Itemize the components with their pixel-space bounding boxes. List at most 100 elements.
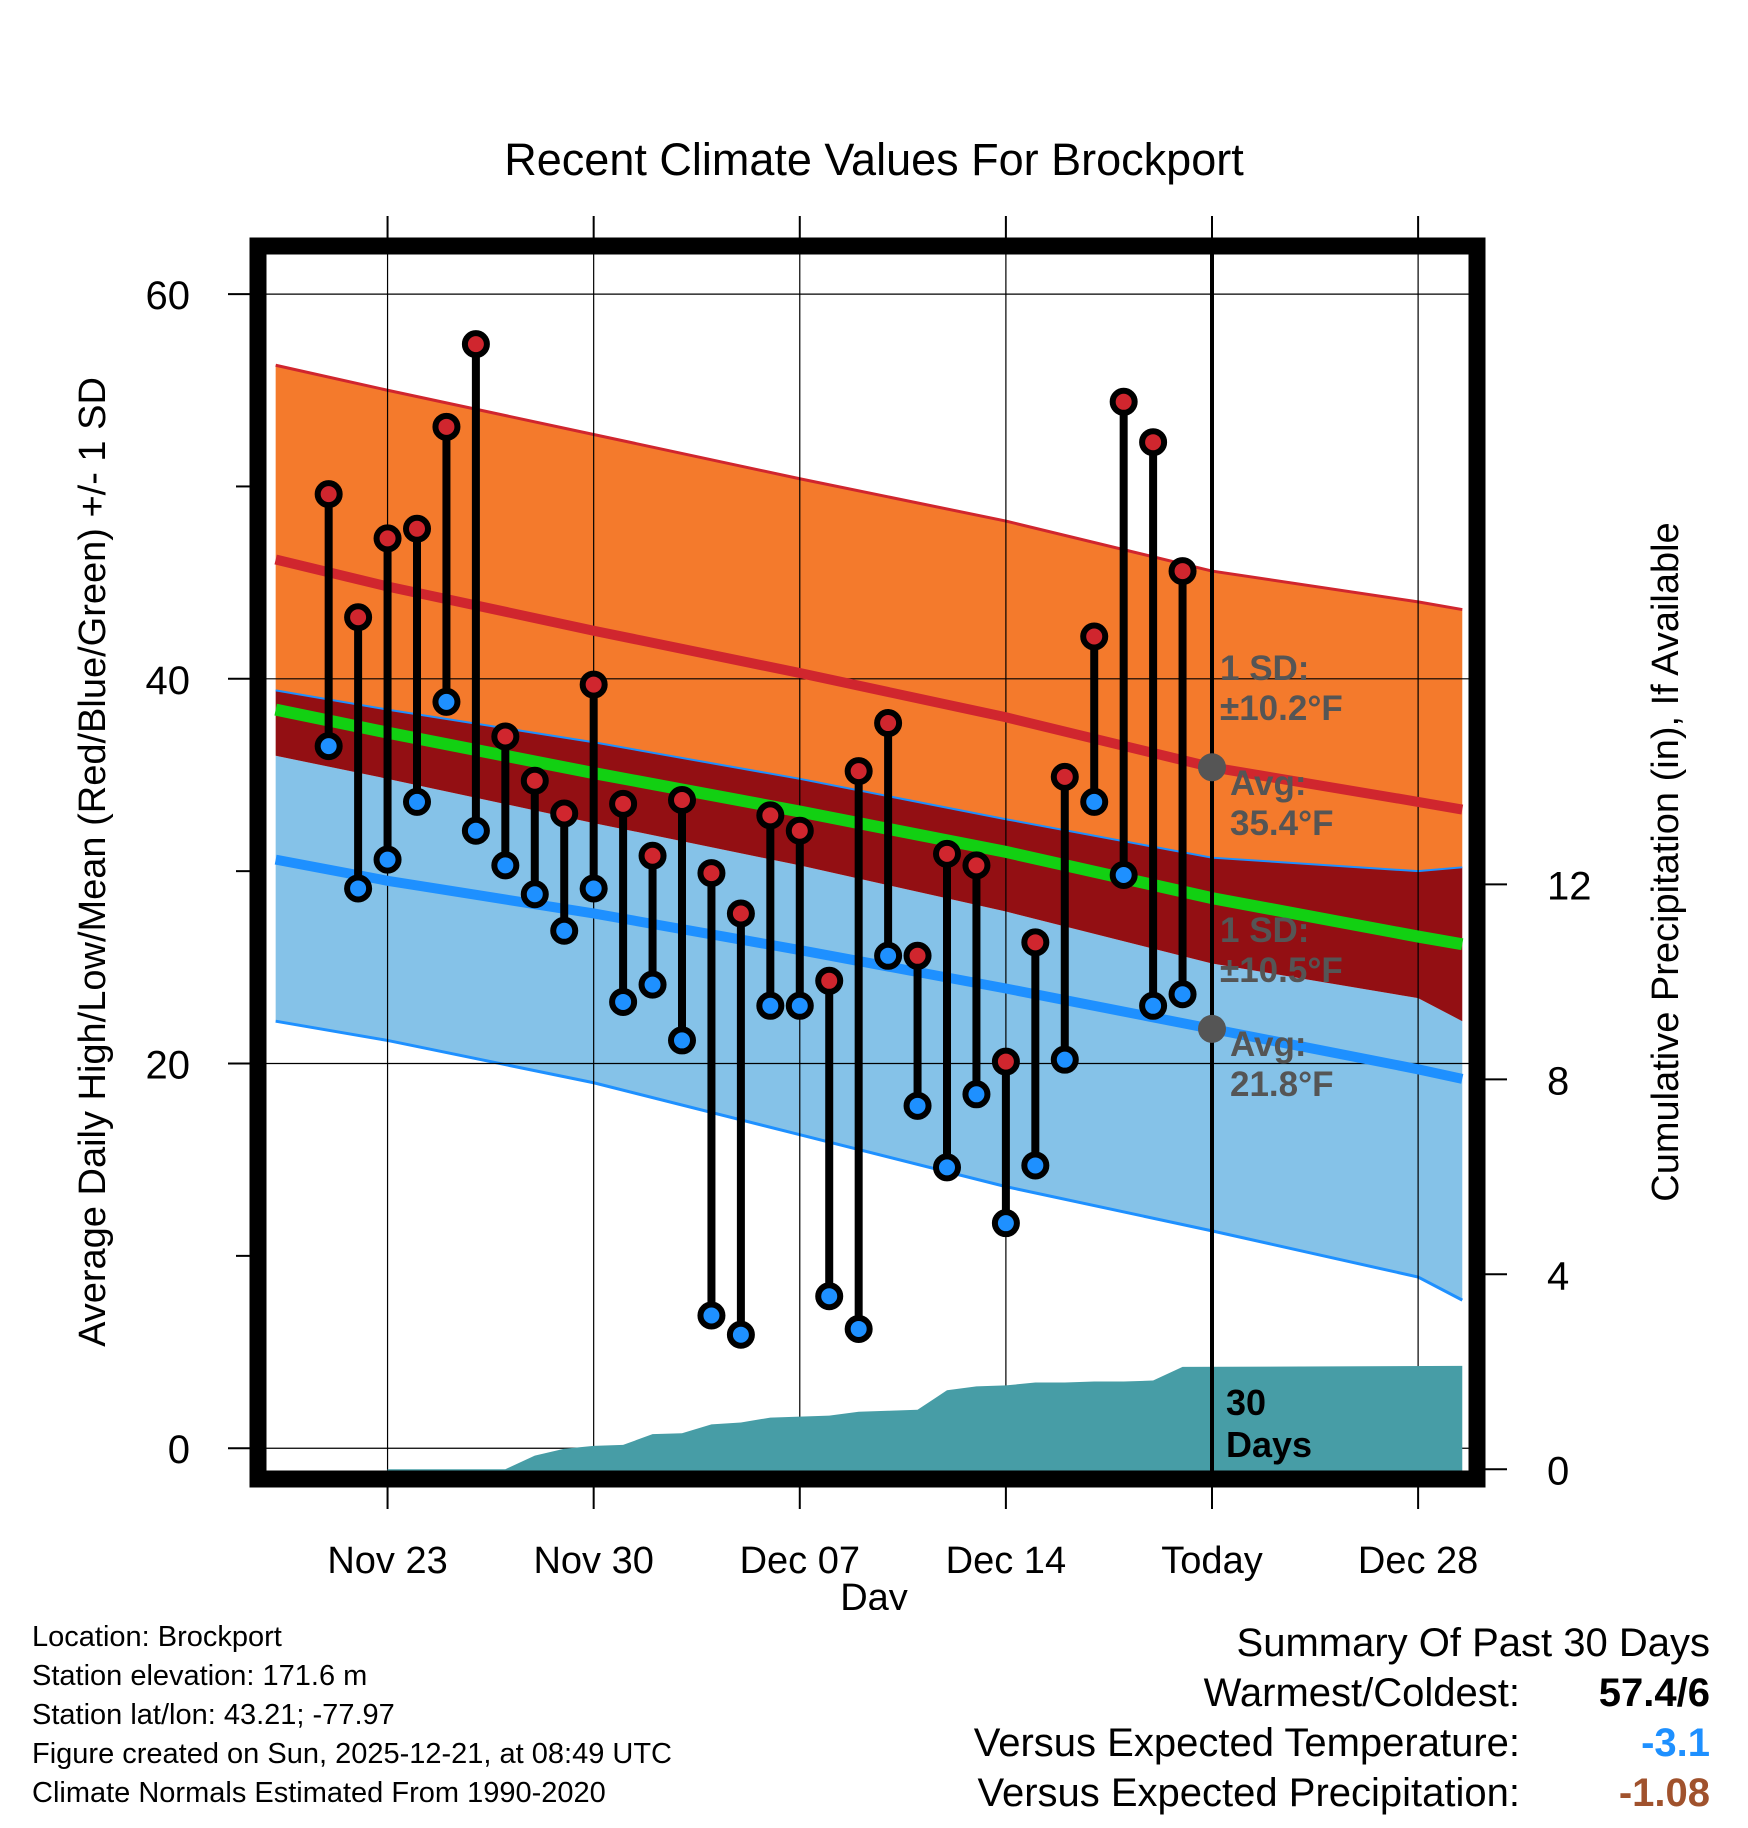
warm-cold-label: Warmest/Coldest: (1203, 1671, 1520, 1715)
x-axis-label: Day (840, 1577, 908, 1610)
daily-low-point (874, 941, 903, 970)
temp-label: Versus Expected Temperature: (973, 1721, 1520, 1765)
low-avg-marker (1198, 1014, 1226, 1043)
precip-days-label: 30 Days (1226, 1382, 1312, 1465)
daily-low-point (579, 874, 608, 903)
station-info: Location: Brockport Station elevation: 1… (32, 1618, 672, 1813)
normal-mean-line (274, 703, 1464, 951)
y2-tick-label: 0 (1547, 1449, 1569, 1493)
daily-low-point (1139, 991, 1168, 1020)
daily-high-point (609, 789, 638, 818)
daily-high-point (785, 816, 814, 845)
daily-low-point (815, 1282, 844, 1311)
y2-tick-label: 12 (1547, 864, 1592, 908)
daily-high-point (1080, 622, 1109, 651)
elevation-text: Station elevation: 171.6 m (32, 1660, 368, 1692)
daily-low-point (785, 991, 814, 1020)
daily-low-point (726, 1320, 755, 1349)
daily-high-point (344, 603, 373, 632)
high-sd-band (275, 365, 1463, 872)
low-sd-annotation: 1 SD: ±10.5°F (1220, 911, 1343, 990)
daily-high-point (520, 766, 549, 795)
daily-low-point (1050, 1045, 1079, 1074)
y2-axis-label: Cumulative Precipitation (in), If Availa… (1645, 522, 1687, 1201)
y-tick-label: 60 (146, 274, 191, 318)
temp-value: -3.1 (1641, 1721, 1710, 1765)
low-avg-annotation: Avg: 21.8°F (1230, 1025, 1334, 1104)
daily-low-point (1109, 861, 1138, 890)
y-tick-label: 20 (146, 1044, 191, 1088)
daily-high-point (638, 841, 667, 870)
summary-panel: Summary Of Past 30 Days Warmest/Coldest:… (974, 1618, 1710, 1818)
precip-area (387, 1365, 1463, 1479)
normal-low-line (274, 854, 1464, 1084)
daily-high-point (1050, 762, 1079, 791)
daily-low-point (403, 787, 431, 816)
daily-low-point (668, 1026, 696, 1055)
daily-high-point (550, 799, 579, 828)
precip-value: -1.08 (1618, 1771, 1710, 1815)
summary-warm-cold-row: Warmest/Coldest: 57.4/6 (974, 1668, 1710, 1718)
daily-high-point (373, 524, 402, 553)
daily-high-point (491, 722, 520, 751)
warm-cold-value: 57.4/6 (1598, 1671, 1710, 1715)
high-sd-upper-line (275, 363, 1463, 612)
daily-high-point (1168, 557, 1197, 586)
daily-high-point (933, 839, 961, 868)
low-sd-lower-line (275, 1019, 1463, 1302)
low-sd-band (275, 755, 1463, 1301)
daily-low-point (461, 816, 490, 845)
daily-low-point (491, 851, 520, 880)
daily-low-point (373, 845, 402, 874)
daily-low-point (609, 987, 638, 1016)
daily-high-point (726, 899, 755, 928)
daily-low-point (697, 1301, 726, 1330)
daily-high-point (403, 514, 431, 543)
daily-low-point (344, 874, 373, 903)
daily-low-point (1080, 787, 1109, 816)
daily-high-point (991, 1047, 1020, 1076)
x-tick-label: Today (1161, 1540, 1262, 1582)
daily-high-point (461, 330, 490, 359)
daily-high-point (432, 412, 461, 441)
daily-high-point (874, 709, 903, 738)
daily-high-point (579, 670, 608, 699)
x-tick-label: Dec 14 (946, 1540, 1066, 1582)
daily-high-point (1021, 928, 1050, 957)
daily-low-point (962, 1080, 991, 1109)
y-tick-label: 40 (146, 659, 191, 703)
daily-low-point (991, 1209, 1020, 1238)
high-avg-marker (1198, 753, 1226, 782)
daily-high-point (1139, 428, 1168, 457)
daily-low-point (314, 732, 343, 761)
high-avg-annotation: Avg: 35.4°F (1230, 764, 1334, 843)
y-axis-label: Average Daily High/Low/Mean (Red/Blue/Gr… (72, 377, 114, 1347)
normal-high-line (274, 554, 1464, 815)
high-sd-lower-line (275, 689, 1463, 873)
daily-high-point (668, 785, 696, 814)
latlon-text: Station lat/lon: 43.21; -77.97 (32, 1699, 395, 1731)
daily-low-point (550, 916, 579, 945)
daily-high-point (962, 851, 991, 880)
high-sd-annotation: 1 SD: ±10.2°F (1220, 649, 1343, 728)
normals-text: Climate Normals Estimated From 1990-2020 (32, 1777, 606, 1809)
daily-high-point (1109, 387, 1138, 416)
daily-low-point (520, 880, 549, 909)
daily-high-point (697, 859, 726, 888)
location-text: Location: Brockport (32, 1621, 282, 1653)
summary-title: Summary Of Past 30 Days (1236, 1621, 1710, 1665)
y2-tick-label: 8 (1547, 1059, 1569, 1103)
daily-low-point (1168, 980, 1197, 1009)
daily-high-point (903, 941, 932, 970)
x-tick-label: Nov 23 (327, 1540, 447, 1582)
daily-low-point (432, 687, 461, 716)
plot-frame (249, 237, 1486, 1488)
daily-high-point (815, 966, 844, 995)
summary-precip-row: Versus Expected Precipitation: -1.08 (974, 1768, 1710, 1818)
x-tick-label: Dec 28 (1358, 1540, 1478, 1582)
daily-low-point (933, 1153, 961, 1182)
daily-high-point (314, 480, 343, 509)
summary-temp-row: Versus Expected Temperature: -3.1 (974, 1718, 1710, 1768)
daily-low-point (903, 1091, 932, 1120)
precip-label: Versus Expected Precipitation: (977, 1771, 1520, 1815)
